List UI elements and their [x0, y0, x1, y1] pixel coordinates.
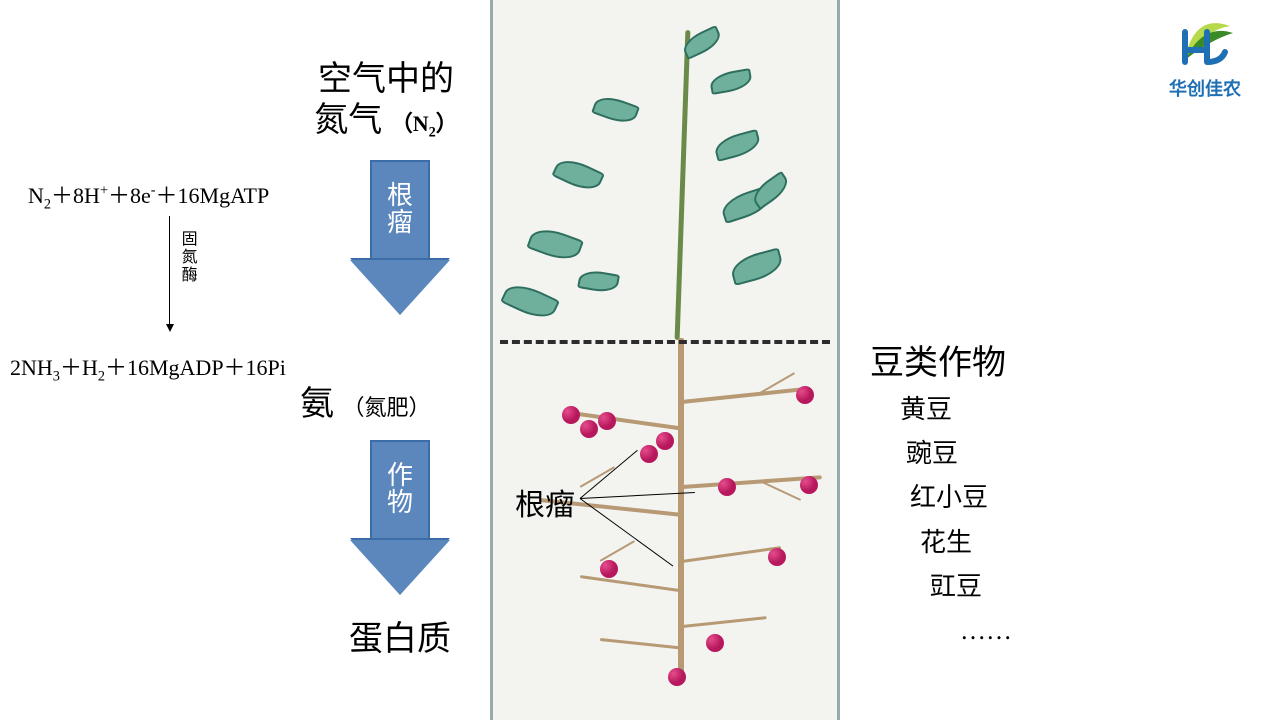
root-nodule: [796, 386, 814, 404]
legume-item: 黄豆: [900, 388, 1012, 432]
root-nodule: [668, 668, 686, 686]
legume-item: ……: [900, 609, 1012, 653]
legume-item: 花生: [900, 521, 1012, 565]
root-nodule: [718, 478, 736, 496]
root-nodule: [598, 412, 616, 430]
soil-line: [500, 340, 830, 344]
root-nodule: [706, 634, 724, 652]
root-nodule: [562, 406, 580, 424]
nodule-callout-label: 根瘤: [515, 480, 575, 524]
logo-mark: [1175, 18, 1235, 73]
root-nodule: [580, 420, 598, 438]
root-nodule: [656, 432, 674, 450]
formula-reactants: N2＋8H+＋8e-＋16MgATP: [28, 178, 269, 213]
flow-step3: 蛋白质: [300, 620, 500, 661]
legume-item: 豌豆: [900, 432, 1012, 476]
enzyme-label: 固氮酶: [178, 230, 196, 284]
formula-products: 2NH3＋H2＋16MgADP＋16Pi: [10, 350, 286, 385]
company-name: 华创佳农: [1160, 75, 1250, 101]
legume-item: 红小豆: [900, 476, 1012, 520]
root-nodule: [600, 560, 618, 578]
root-nodule: [640, 445, 658, 463]
legume-list: 黄豆豌豆红小豆花生豇豆……: [900, 388, 1012, 653]
legume-title: 豆类作物: [870, 335, 1006, 384]
root-nodule: [768, 548, 786, 566]
flow-step2-ann: （氮肥）: [343, 395, 431, 420]
flow-step2-text: 氨: [300, 386, 334, 423]
plant-illustration-panel: [490, 0, 840, 720]
legume-item: 豇豆: [900, 565, 1012, 609]
flow-arrow2-label: 作物: [386, 462, 415, 517]
flow-step1-line1: 空气中的: [266, 60, 506, 101]
flow-step1-line2: 氮气: [314, 102, 382, 139]
company-logo: 华创佳农: [1160, 18, 1250, 101]
flow-arrow1-label: 根瘤: [386, 182, 415, 237]
flow-step1: 空气中的 氮气 （N2）: [266, 60, 506, 142]
flow-step1-sub: （N2）: [391, 111, 458, 136]
flow-step2: 氨 （氮肥）: [300, 385, 540, 426]
root-nodule: [800, 476, 818, 494]
